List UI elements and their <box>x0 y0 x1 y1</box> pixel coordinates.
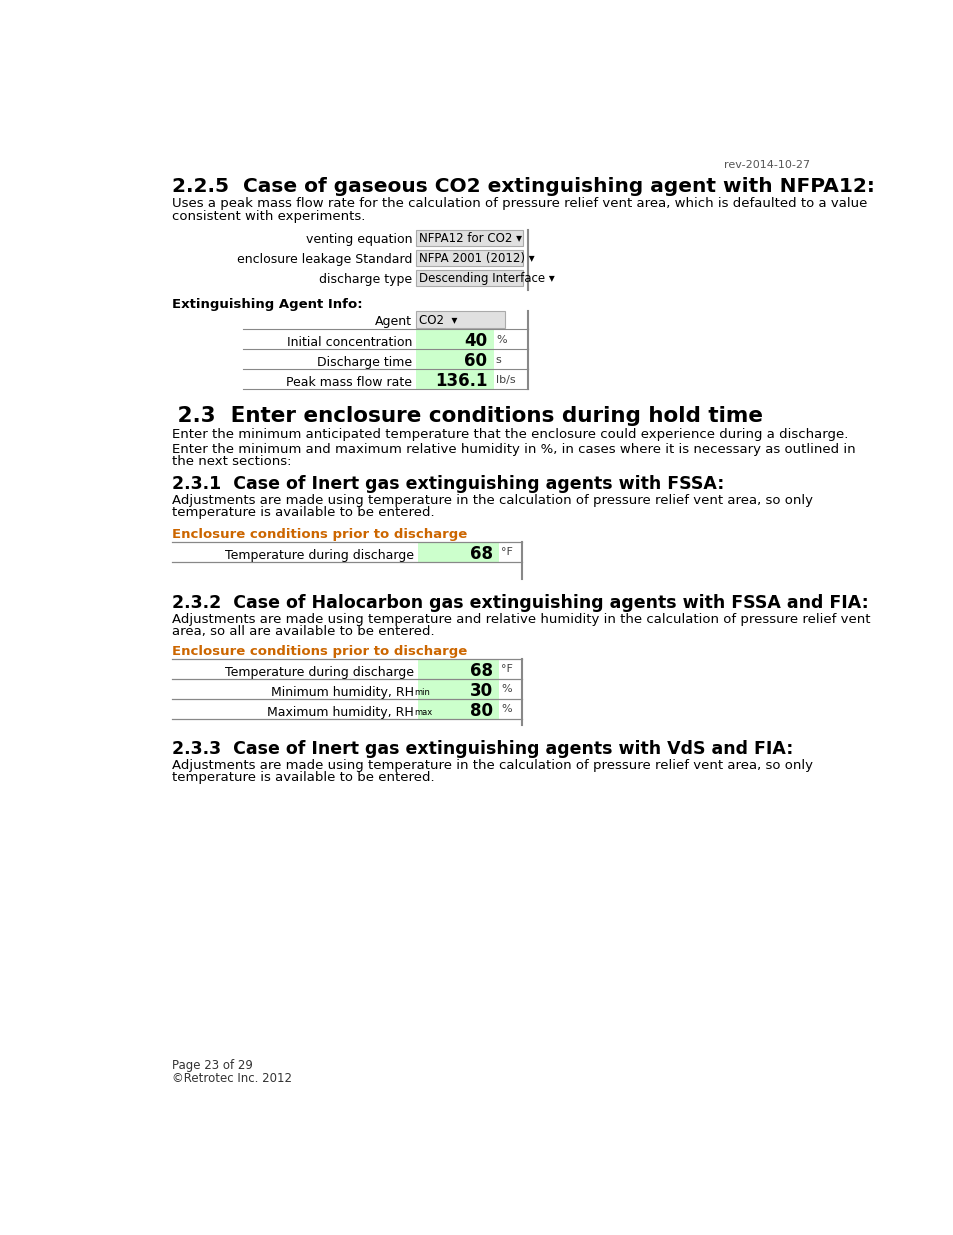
Bar <box>417 658 498 679</box>
Text: 60: 60 <box>464 352 487 370</box>
Text: Adjustments are made using temperature in the calculation of pressure relief ven: Adjustments are made using temperature i… <box>172 758 812 772</box>
Bar <box>416 230 522 246</box>
Text: Maximum humidity, RH: Maximum humidity, RH <box>267 706 414 720</box>
Text: Peak mass flow rate: Peak mass flow rate <box>286 377 412 389</box>
Text: consistent with experiments.: consistent with experiments. <box>172 210 365 222</box>
Text: venting equation: venting equation <box>305 233 412 246</box>
Text: rev-2014-10-27: rev-2014-10-27 <box>723 159 809 169</box>
Text: °F: °F <box>500 547 513 557</box>
Text: CO2  ▾: CO2 ▾ <box>418 314 457 327</box>
Text: %: % <box>500 684 512 694</box>
Text: 136.1: 136.1 <box>435 372 487 390</box>
Text: Agent: Agent <box>375 315 412 327</box>
Text: NFPA12 for CO2 ▾: NFPA12 for CO2 ▾ <box>418 232 521 245</box>
Text: %: % <box>500 704 512 714</box>
Bar <box>416 249 522 266</box>
Text: Discharge time: Discharge time <box>316 356 412 369</box>
Bar <box>417 699 498 719</box>
Bar <box>416 311 505 327</box>
Text: 80: 80 <box>469 701 493 720</box>
Text: Enter the minimum and maximum relative humidity in %, in cases where it is neces: Enter the minimum and maximum relative h… <box>172 443 855 456</box>
Text: 2.3.1  Case of Inert gas extinguishing agents with FSSA:: 2.3.1 Case of Inert gas extinguishing ag… <box>172 475 723 494</box>
Bar <box>416 330 493 350</box>
Text: max: max <box>415 708 433 718</box>
Text: Extinguishing Agent Info:: Extinguishing Agent Info: <box>172 298 362 310</box>
Text: min: min <box>415 688 430 697</box>
Text: %: % <box>496 335 506 345</box>
Text: Temperature during discharge: Temperature during discharge <box>225 667 414 679</box>
Text: discharge type: discharge type <box>318 273 412 287</box>
Text: 2.3.2  Case of Halocarbon gas extinguishing agents with FSSA and FIA:: 2.3.2 Case of Halocarbon gas extinguishi… <box>172 594 868 613</box>
Text: Page 23 of 29: Page 23 of 29 <box>172 1060 253 1072</box>
Bar <box>416 270 522 287</box>
Text: temperature is available to be entered.: temperature is available to be entered. <box>172 771 435 784</box>
Text: 40: 40 <box>464 332 487 351</box>
Text: lb/s: lb/s <box>496 374 515 384</box>
Text: Adjustments are made using temperature and relative humidity in the calculation : Adjustments are made using temperature a… <box>172 613 869 625</box>
Text: Enclosure conditions prior to discharge: Enclosure conditions prior to discharge <box>172 527 467 541</box>
Text: the next sections:: the next sections: <box>172 456 292 468</box>
Text: area, so all are available to be entered.: area, so all are available to be entered… <box>172 625 435 637</box>
Text: °F: °F <box>500 664 513 674</box>
Text: 30: 30 <box>469 682 493 700</box>
Text: Temperature during discharge: Temperature during discharge <box>225 550 414 562</box>
Bar <box>416 350 493 369</box>
Text: Descending Interface ▾: Descending Interface ▾ <box>418 272 555 285</box>
Text: 68: 68 <box>469 662 493 679</box>
Text: s: s <box>496 354 501 364</box>
Text: enclosure leakage Standard: enclosure leakage Standard <box>236 253 412 266</box>
Text: Enter the minimum anticipated temperature that the enclosure could experience du: Enter the minimum anticipated temperatur… <box>172 427 847 441</box>
Bar <box>416 369 493 389</box>
Text: Uses a peak mass flow rate for the calculation of pressure relief vent area, whi: Uses a peak mass flow rate for the calcu… <box>172 198 866 210</box>
Text: 2.3  Enter enclosure conditions during hold time: 2.3 Enter enclosure conditions during ho… <box>170 406 761 426</box>
Bar <box>417 542 498 562</box>
Text: ©Retrotec Inc. 2012: ©Retrotec Inc. 2012 <box>172 1072 292 1086</box>
Text: 68: 68 <box>469 545 493 563</box>
Text: NFPA 2001 (2012) ▾: NFPA 2001 (2012) ▾ <box>418 252 535 266</box>
Text: temperature is available to be entered.: temperature is available to be entered. <box>172 506 435 519</box>
Text: Minimum humidity, RH: Minimum humidity, RH <box>271 687 414 699</box>
Bar <box>417 679 498 699</box>
Text: Initial concentration: Initial concentration <box>287 336 412 350</box>
Text: 2.3.3  Case of Inert gas extinguishing agents with VdS and FIA:: 2.3.3 Case of Inert gas extinguishing ag… <box>172 740 793 758</box>
Text: Enclosure conditions prior to discharge: Enclosure conditions prior to discharge <box>172 645 467 658</box>
Text: 2.2.5  Case of gaseous CO2 extinguishing agent with NFPA12:: 2.2.5 Case of gaseous CO2 extinguishing … <box>172 178 874 196</box>
Text: Adjustments are made using temperature in the calculation of pressure relief ven: Adjustments are made using temperature i… <box>172 494 812 506</box>
